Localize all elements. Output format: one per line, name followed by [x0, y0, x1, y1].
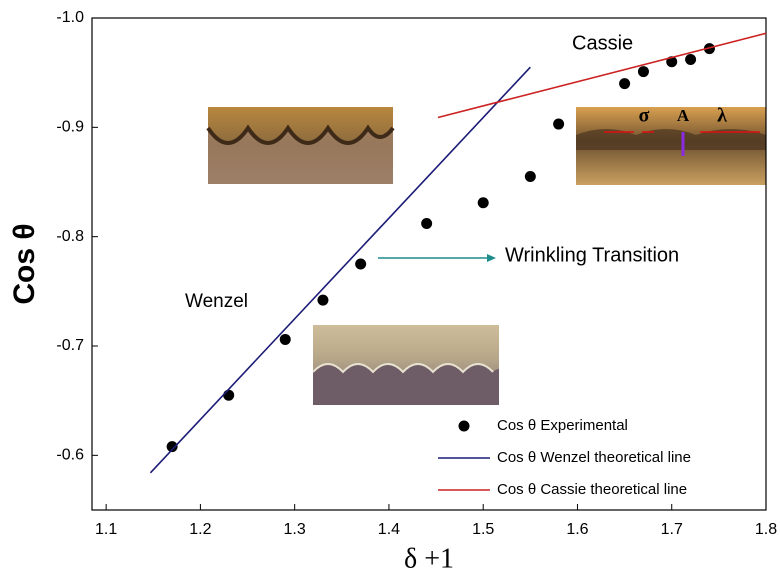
x-tick-label: 1.8	[755, 521, 777, 538]
annotation: A	[677, 106, 690, 125]
data-point	[553, 119, 564, 130]
data-point	[317, 295, 328, 306]
annotation: σ	[639, 105, 650, 127]
legend-swatch	[459, 421, 470, 432]
legend-label: Cos θ Cassie theoretical line	[497, 481, 687, 498]
x-axis-label: δ +1	[404, 543, 454, 574]
x-tick-label: 1.6	[566, 521, 588, 538]
x-tick-label: 1.7	[661, 521, 683, 538]
y-tick-label: -0.7	[56, 337, 84, 354]
data-point	[478, 197, 489, 208]
x-tick-label: 1.3	[284, 521, 306, 538]
photo-right	[576, 107, 766, 185]
annotation: Cassie	[572, 32, 633, 54]
annotation: Wenzel	[185, 291, 248, 312]
y-tick-label: -0.9	[56, 119, 84, 136]
y-tick-label: -0.8	[56, 228, 84, 245]
y-tick-label: -1.0	[56, 9, 84, 26]
legend-label: Cos θ Experimental	[497, 417, 628, 434]
data-point	[355, 259, 366, 270]
y-axis-label: Cos θ	[8, 223, 41, 304]
chart: Cos θ δ +1 -0.6 -0.7 -0.8 -0.9 -1.0 1.1 1.2 1.3…	[0, 0, 780, 576]
arrow-head	[487, 254, 496, 262]
annotation: Wrinkling Transition	[505, 244, 679, 266]
x-tick-label: 1.4	[378, 521, 400, 538]
y-tick-label: -0.6	[56, 447, 84, 464]
photo-bottom	[313, 325, 499, 405]
data-point	[223, 390, 234, 401]
legend-label: Cos θ Wenzel theoretical line	[497, 449, 691, 466]
data-point	[685, 54, 696, 65]
data-point	[421, 218, 432, 229]
data-point	[619, 78, 630, 89]
photo-top-left	[208, 107, 393, 184]
x-tick-label: 1.5	[472, 521, 494, 538]
data-point	[280, 334, 291, 345]
x-tick-label: 1.1	[95, 521, 117, 538]
data-point	[525, 171, 536, 182]
annotation: λ	[717, 105, 727, 127]
data-point	[638, 66, 649, 77]
x-tick-label: 1.2	[189, 521, 211, 538]
